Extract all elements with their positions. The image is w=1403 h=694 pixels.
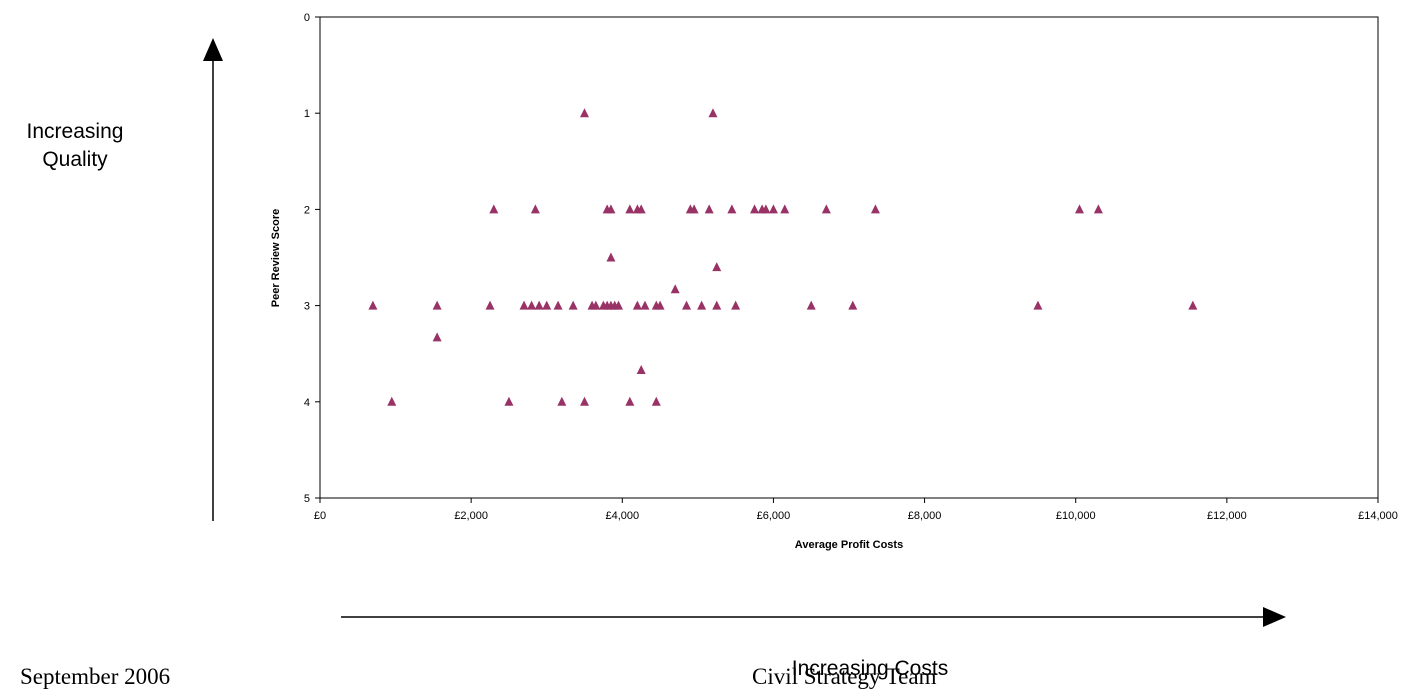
data-point xyxy=(625,396,635,406)
data-point xyxy=(655,300,665,310)
data-point xyxy=(682,300,692,310)
plot-area xyxy=(319,16,1379,499)
data-point xyxy=(780,204,790,214)
data-point xyxy=(489,204,499,214)
data-point xyxy=(580,108,589,118)
data-point xyxy=(368,300,378,310)
data-point xyxy=(636,204,646,214)
data-point xyxy=(387,396,397,406)
data-point xyxy=(697,300,707,310)
data-point xyxy=(761,204,771,214)
data-point xyxy=(632,300,642,310)
data-point xyxy=(614,300,624,310)
data-point xyxy=(704,204,714,214)
data-point xyxy=(848,300,858,310)
x-tick-label: £12,000 xyxy=(1207,510,1247,522)
data-point xyxy=(727,204,737,214)
data-point xyxy=(606,252,616,262)
data-point xyxy=(432,300,442,310)
x-tick-label: £2,000 xyxy=(454,510,488,522)
x-axis: £0 £2,000 £4,000 £6,000 £8,000 £10,000 £12,000… xyxy=(314,498,1398,522)
quality-label-line2: Quality xyxy=(42,148,108,171)
y-tick-label: 2 xyxy=(304,204,310,216)
data-point xyxy=(485,300,495,310)
quality-label-line1: Increasing xyxy=(26,120,124,143)
data-point xyxy=(651,396,661,406)
y-tick-label: 5 xyxy=(304,493,310,505)
data-point xyxy=(640,300,650,310)
data-point xyxy=(530,204,540,214)
data-points xyxy=(368,108,1198,406)
data-point xyxy=(591,300,601,310)
data-point xyxy=(670,284,680,294)
data-point xyxy=(542,300,552,310)
x-tick-label: £8,000 xyxy=(908,510,942,522)
data-point xyxy=(1093,204,1103,214)
x-axis-title: Average Profit Costs xyxy=(795,539,903,551)
data-point xyxy=(504,396,514,406)
data-point xyxy=(519,300,529,310)
x-tick-label: £6,000 xyxy=(757,510,791,522)
data-point xyxy=(1188,300,1198,310)
y-axis-title: Peer Review Score xyxy=(270,209,282,307)
data-point xyxy=(432,332,442,342)
x-tick-label: £10,000 xyxy=(1056,510,1096,522)
data-point xyxy=(870,204,880,214)
x-tick-label: £4,000 xyxy=(605,510,639,522)
y-axis: 0 1 2 3 4 5 xyxy=(304,12,320,505)
y-tick-label: 1 xyxy=(304,108,310,120)
data-point xyxy=(580,396,589,406)
y-tick-label: 4 xyxy=(304,397,310,409)
data-point xyxy=(712,262,722,272)
data-point xyxy=(534,300,544,310)
y-tick-label: 3 xyxy=(304,301,310,313)
data-point xyxy=(821,204,831,214)
data-point xyxy=(806,300,816,310)
data-point xyxy=(553,300,563,310)
data-point xyxy=(557,396,567,406)
data-point xyxy=(527,300,537,310)
x-tick-label: £0 xyxy=(314,510,326,522)
data-point xyxy=(568,300,578,310)
data-point xyxy=(750,204,760,214)
data-point xyxy=(636,365,646,375)
data-point xyxy=(689,204,699,214)
y-tick-label: 0 xyxy=(304,12,310,24)
data-point xyxy=(708,108,718,118)
quality-arrow-head xyxy=(203,38,223,61)
data-point xyxy=(1033,300,1043,310)
data-point xyxy=(731,300,741,310)
footer-date: September 2006 xyxy=(20,664,171,689)
data-point xyxy=(625,204,635,214)
data-point xyxy=(712,300,722,310)
footer-team: Civil Strategy Team xyxy=(752,664,937,689)
x-tick-label: £14,000 xyxy=(1358,510,1398,522)
data-point xyxy=(1074,204,1084,214)
data-point xyxy=(606,204,616,214)
costs-label: Increasing Costs xyxy=(791,657,949,680)
costs-arrow-head xyxy=(1263,607,1286,627)
data-point xyxy=(768,204,778,214)
quality-label: Increasing Quality xyxy=(0,118,150,174)
